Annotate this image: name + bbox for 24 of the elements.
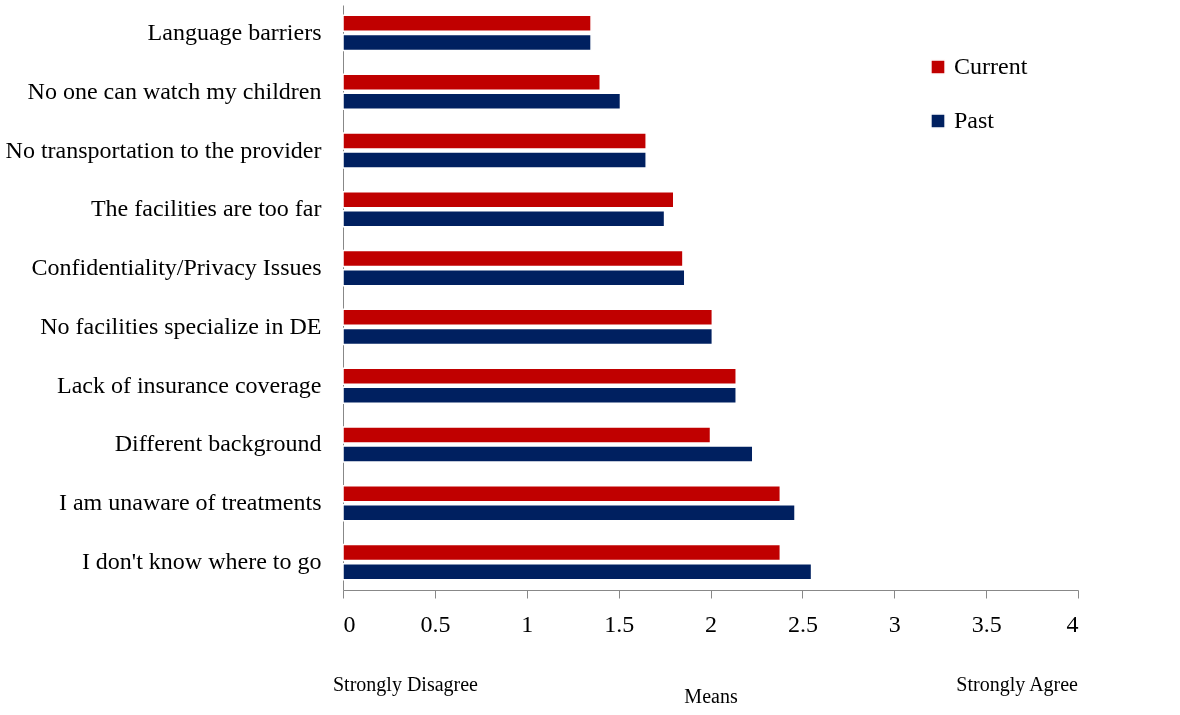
- text: Strongly Agree: [956, 673, 1079, 696]
- y-tick-label: Language barriers: [147, 18, 322, 45]
- x-tick-label: 2: [705, 610, 717, 637]
- x-axis-title: Means: [684, 684, 738, 707]
- text: Strongly Disagree: [333, 673, 479, 696]
- y-tick-label: No transportation to the provider: [5, 136, 322, 163]
- x-tick-label: 3.5: [971, 610, 1002, 637]
- y-tick-label: Different background: [114, 430, 322, 457]
- y-tick-label: No facilities specialize in DE: [40, 312, 322, 339]
- legend-label: Current: [954, 53, 1028, 79]
- x-tick-label: 3: [888, 610, 901, 637]
- y-tick-label: Confidentiality/Privacy Issues: [31, 254, 322, 281]
- x-tick-label: 1: [521, 610, 534, 637]
- x-tick-label: 0: [343, 610, 356, 637]
- x-tick-label: 1.5: [604, 610, 635, 637]
- y-tick-label: Lack of insurance coverage: [56, 371, 322, 398]
- y-tick-label: No one can watch my children: [27, 77, 322, 104]
- x-tick-label: 0.5: [420, 610, 451, 637]
- y-tick-label: I don't know where to go: [81, 548, 322, 575]
- x-tick-label: 2.5: [787, 610, 818, 637]
- y-tick-label: The facilities are too far: [90, 195, 322, 222]
- x-tick-label: 4: [1066, 610, 1079, 637]
- legend-label: Past: [954, 107, 995, 133]
- y-tick-label: I am unaware of treatments: [58, 489, 322, 516]
